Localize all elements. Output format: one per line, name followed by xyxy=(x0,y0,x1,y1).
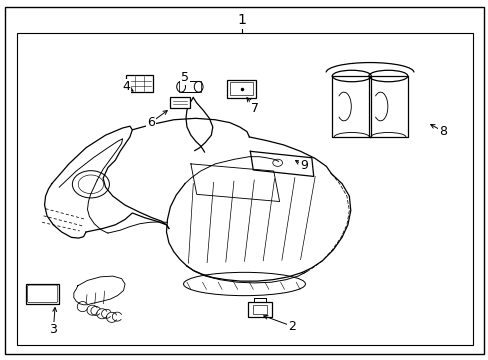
Text: 1: 1 xyxy=(237,13,246,27)
Bar xyxy=(170,97,189,108)
Bar xyxy=(248,302,271,317)
Text: 5: 5 xyxy=(181,71,189,84)
Bar xyxy=(179,81,200,92)
Text: 7: 7 xyxy=(251,102,259,115)
Text: 2: 2 xyxy=(288,320,296,333)
Bar xyxy=(17,33,472,345)
Text: 6: 6 xyxy=(146,116,155,129)
Text: 3: 3 xyxy=(49,323,57,336)
FancyBboxPatch shape xyxy=(27,285,58,303)
Bar xyxy=(253,305,266,314)
Bar xyxy=(227,80,255,98)
Text: 4: 4 xyxy=(122,80,130,93)
Bar xyxy=(126,75,153,92)
Text: 1: 1 xyxy=(237,13,246,27)
Bar xyxy=(230,82,252,95)
Bar xyxy=(26,284,59,304)
Text: 8: 8 xyxy=(439,125,447,138)
Text: 9: 9 xyxy=(300,159,307,172)
